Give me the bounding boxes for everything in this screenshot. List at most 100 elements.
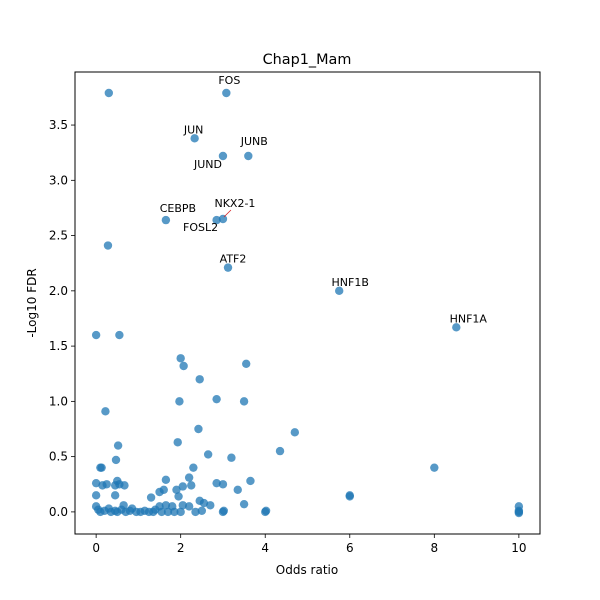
data-point <box>189 463 198 472</box>
y-tick-label: 2.0 <box>49 284 68 298</box>
data-point-junb <box>244 151 253 161</box>
data-point <box>275 446 285 456</box>
data-point-fosl2 <box>212 215 221 225</box>
data-point <box>110 491 120 500</box>
x-tick-label: 8 <box>430 541 438 555</box>
data-point-jun <box>190 134 199 143</box>
data-point <box>218 480 228 489</box>
data-point <box>172 485 181 494</box>
data-point <box>197 506 207 515</box>
data-point <box>199 498 209 508</box>
y-tick-label: 0.0 <box>49 505 68 519</box>
point-label-jund: JUND <box>193 158 222 171</box>
data-point <box>239 499 249 509</box>
data-point <box>246 476 255 486</box>
x-tick-label: 6 <box>346 541 354 555</box>
data-point <box>91 330 101 340</box>
data-point <box>174 492 183 501</box>
data-point <box>146 493 156 502</box>
plot-frame <box>74 71 541 535</box>
data-point <box>157 507 166 517</box>
data-point <box>261 506 271 515</box>
point-label-fosl2: FOSL2 <box>183 221 218 234</box>
data-point <box>115 330 124 340</box>
point-label-fos: FOS <box>218 74 240 87</box>
y-tick-label: 3.0 <box>49 173 68 187</box>
data-point <box>206 501 215 510</box>
point-label-jun: JUN <box>183 123 204 136</box>
data-point <box>242 359 251 368</box>
x-tick-label: 4 <box>261 541 269 555</box>
x-axis-label: Odds ratio <box>276 563 338 577</box>
point-label-atf2: ATF2 <box>220 253 247 266</box>
y-axis-label: -Log10 FDR <box>25 268 39 337</box>
data-point <box>212 478 221 488</box>
point-label-hnf1a: HNF1A <box>450 312 488 325</box>
x-tick-label: 2 <box>177 541 185 555</box>
y-tick-label: 1.5 <box>49 339 68 353</box>
data-point <box>194 424 203 434</box>
data-point-fos <box>222 88 231 98</box>
x-tick-label: 0 <box>92 541 100 555</box>
data-point-hnf1b <box>335 286 344 296</box>
data-point <box>239 397 249 406</box>
x-tick-label: 10 <box>511 541 526 555</box>
y-axis-ticks: 0.0 0.5 1.0 1.5 2.0 2.5 3.0 3.5 <box>49 118 75 519</box>
data-point <box>170 507 179 517</box>
data-point <box>227 453 236 462</box>
data-point <box>430 463 439 472</box>
data-point <box>184 473 194 482</box>
data-point <box>514 508 524 518</box>
labels-layer: FOS JUN JUND JUNB NKX2-1 FOSL2 CEBPB ATF2 HNF1B H… <box>160 74 488 325</box>
data-point <box>119 501 128 510</box>
data-point <box>113 441 123 450</box>
data-point <box>191 507 200 517</box>
data-point-hnf1a <box>452 323 461 332</box>
y-tick-label: 1.0 <box>49 394 68 408</box>
data-point <box>161 475 171 485</box>
data-point <box>91 491 101 500</box>
data-point <box>187 481 196 490</box>
x-axis-ticks: 0 2 4 6 8 10 <box>92 534 527 555</box>
chart-title: Chap1_Mam <box>263 52 352 68</box>
data-point <box>203 450 213 459</box>
data-point <box>178 501 187 510</box>
data-point <box>176 507 185 517</box>
point-label-hnf1b: HNF1B <box>332 276 369 289</box>
data-point <box>111 455 121 465</box>
data-point <box>184 502 194 511</box>
data-point <box>175 397 184 406</box>
y-tick-label: 3.5 <box>49 118 68 132</box>
data-point <box>195 375 204 384</box>
data-point-jund <box>218 151 228 161</box>
data-point <box>91 478 101 488</box>
data-point <box>104 88 114 98</box>
data-point-nkx2-1 <box>218 214 228 224</box>
data-point <box>102 480 111 489</box>
data-point <box>290 428 300 437</box>
data-point <box>159 485 168 494</box>
point-label-cebpb: CEBPB <box>160 202 196 215</box>
data-point-atf2 <box>223 263 233 272</box>
data-point <box>176 354 185 363</box>
point-label-junb: JUNB <box>240 135 268 148</box>
data-point <box>219 506 228 515</box>
data-point <box>161 501 171 510</box>
points-layer <box>91 88 524 518</box>
y-tick-label: 0.5 <box>49 450 68 464</box>
data-point <box>101 407 110 416</box>
data-point-cebpb <box>161 215 171 225</box>
data-point <box>178 482 187 491</box>
data-point <box>345 492 354 501</box>
y-tick-label: 2.5 <box>49 229 68 243</box>
data-point <box>103 241 113 250</box>
data-point <box>173 438 182 447</box>
data-point <box>212 394 221 404</box>
point-label-nkx2-1: NKX2-1 <box>214 197 255 210</box>
data-point <box>179 361 188 371</box>
data-point <box>97 463 106 472</box>
data-point <box>120 481 129 490</box>
data-point <box>233 485 242 494</box>
